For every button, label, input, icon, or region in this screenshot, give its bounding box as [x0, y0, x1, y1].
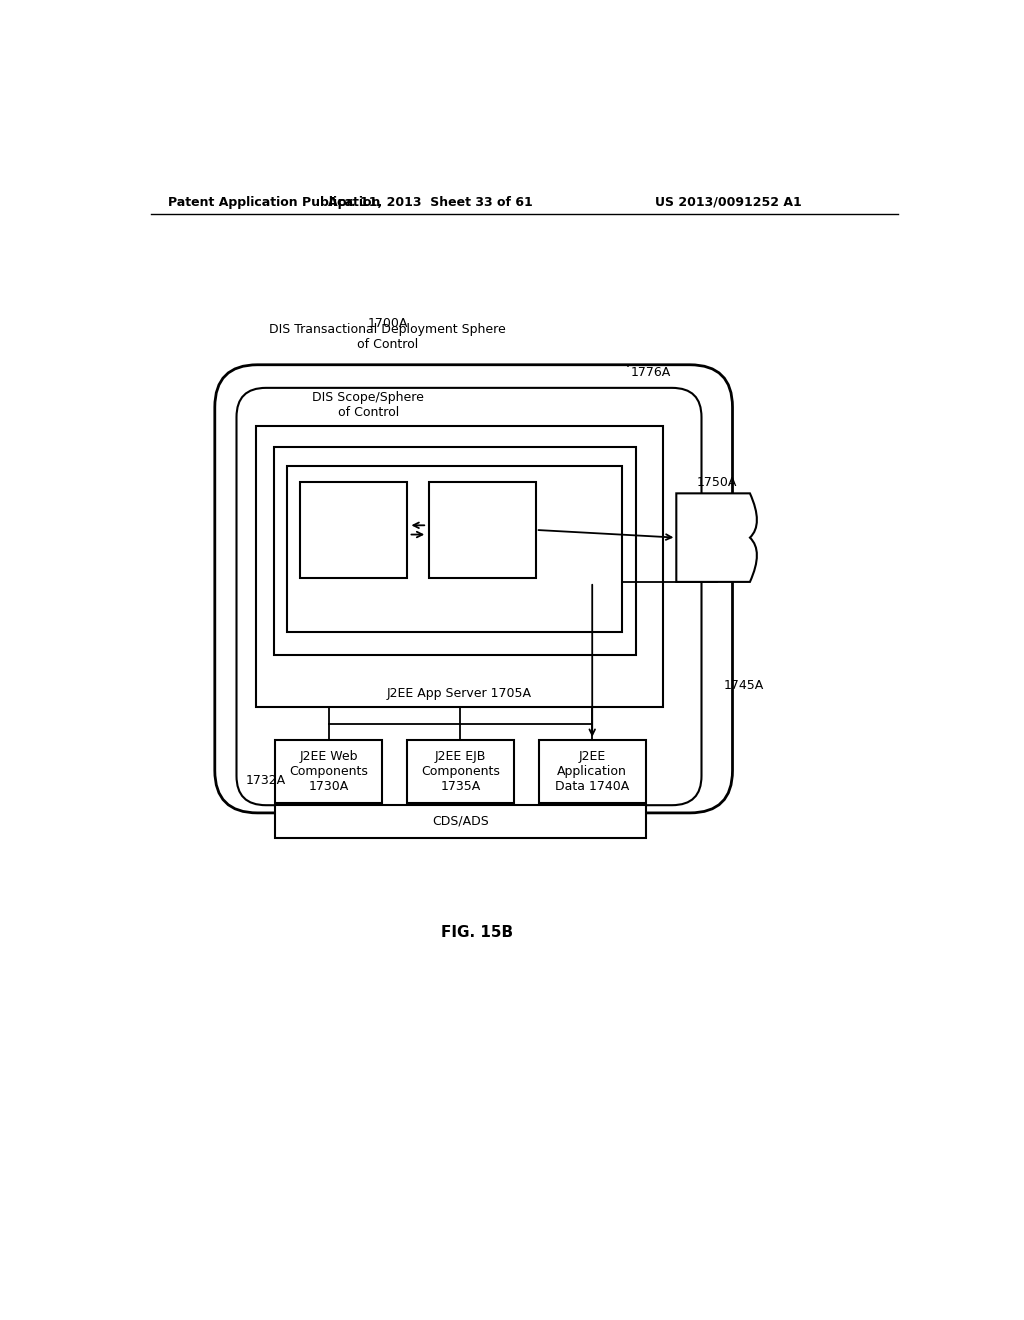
Bar [539, 739, 646, 803]
Text: EIS
Database: EIS Database [687, 524, 746, 552]
Text: Patent Application Publication: Patent Application Publication [168, 195, 381, 209]
Text: 1745A: 1745A [724, 680, 764, 693]
Bar [256, 426, 663, 708]
Text: 1732A: 1732A [246, 774, 286, 787]
Bar [407, 739, 514, 803]
Text: Apr. 11, 2013  Sheet 33 of 61: Apr. 11, 2013 Sheet 33 of 61 [328, 195, 532, 209]
Bar [287, 466, 622, 632]
Text: 1700A: 1700A [368, 317, 408, 330]
Text: J2EE
Application
Data 1740A: J2EE Application Data 1740A [555, 750, 630, 793]
Bar [300, 482, 407, 578]
Text: J2EE App Server 1705A: J2EE App Server 1705A [387, 686, 531, 700]
Text: DIS Scope/Sphere
of Control: DIS Scope/Sphere of Control [312, 391, 424, 418]
FancyBboxPatch shape [215, 364, 732, 813]
Text: CDS/ADS: CDS/ADS [432, 814, 488, 828]
Bar [275, 805, 646, 838]
Text: DIS Transactional Deployment Sphere
of Control: DIS Transactional Deployment Sphere of C… [269, 323, 506, 351]
Text: Web
Container
(USP) 1720A: Web Container (USP) 1720A [314, 508, 393, 552]
Text: FIG. 15B: FIG. 15B [440, 925, 513, 940]
Bar [273, 447, 636, 655]
Text: J2EE Web
Components
1730A: J2EE Web Components 1730A [290, 750, 369, 793]
Text: 1750A: 1750A [696, 477, 737, 490]
Text: 1715 A
J2EE Scope/Sphere of Control: 1715 A J2EE Scope/Sphere of Control [362, 597, 546, 624]
Text: J2EE EJB
Components
1735A: J2EE EJB Components 1735A [421, 750, 500, 793]
Text: J2EE Application 1710A: J2EE Application 1710A [382, 451, 527, 465]
Bar [429, 482, 536, 578]
Text: 1776A: 1776A [630, 366, 671, 379]
Text: US 2013/0091252 A1: US 2013/0091252 A1 [655, 195, 802, 209]
Bar [275, 739, 382, 803]
PathPatch shape [676, 494, 757, 582]
FancyBboxPatch shape [237, 388, 701, 805]
Text: EJB
Container
(EJB) 1725A: EJB Container (EJB) 1725A [445, 508, 519, 552]
